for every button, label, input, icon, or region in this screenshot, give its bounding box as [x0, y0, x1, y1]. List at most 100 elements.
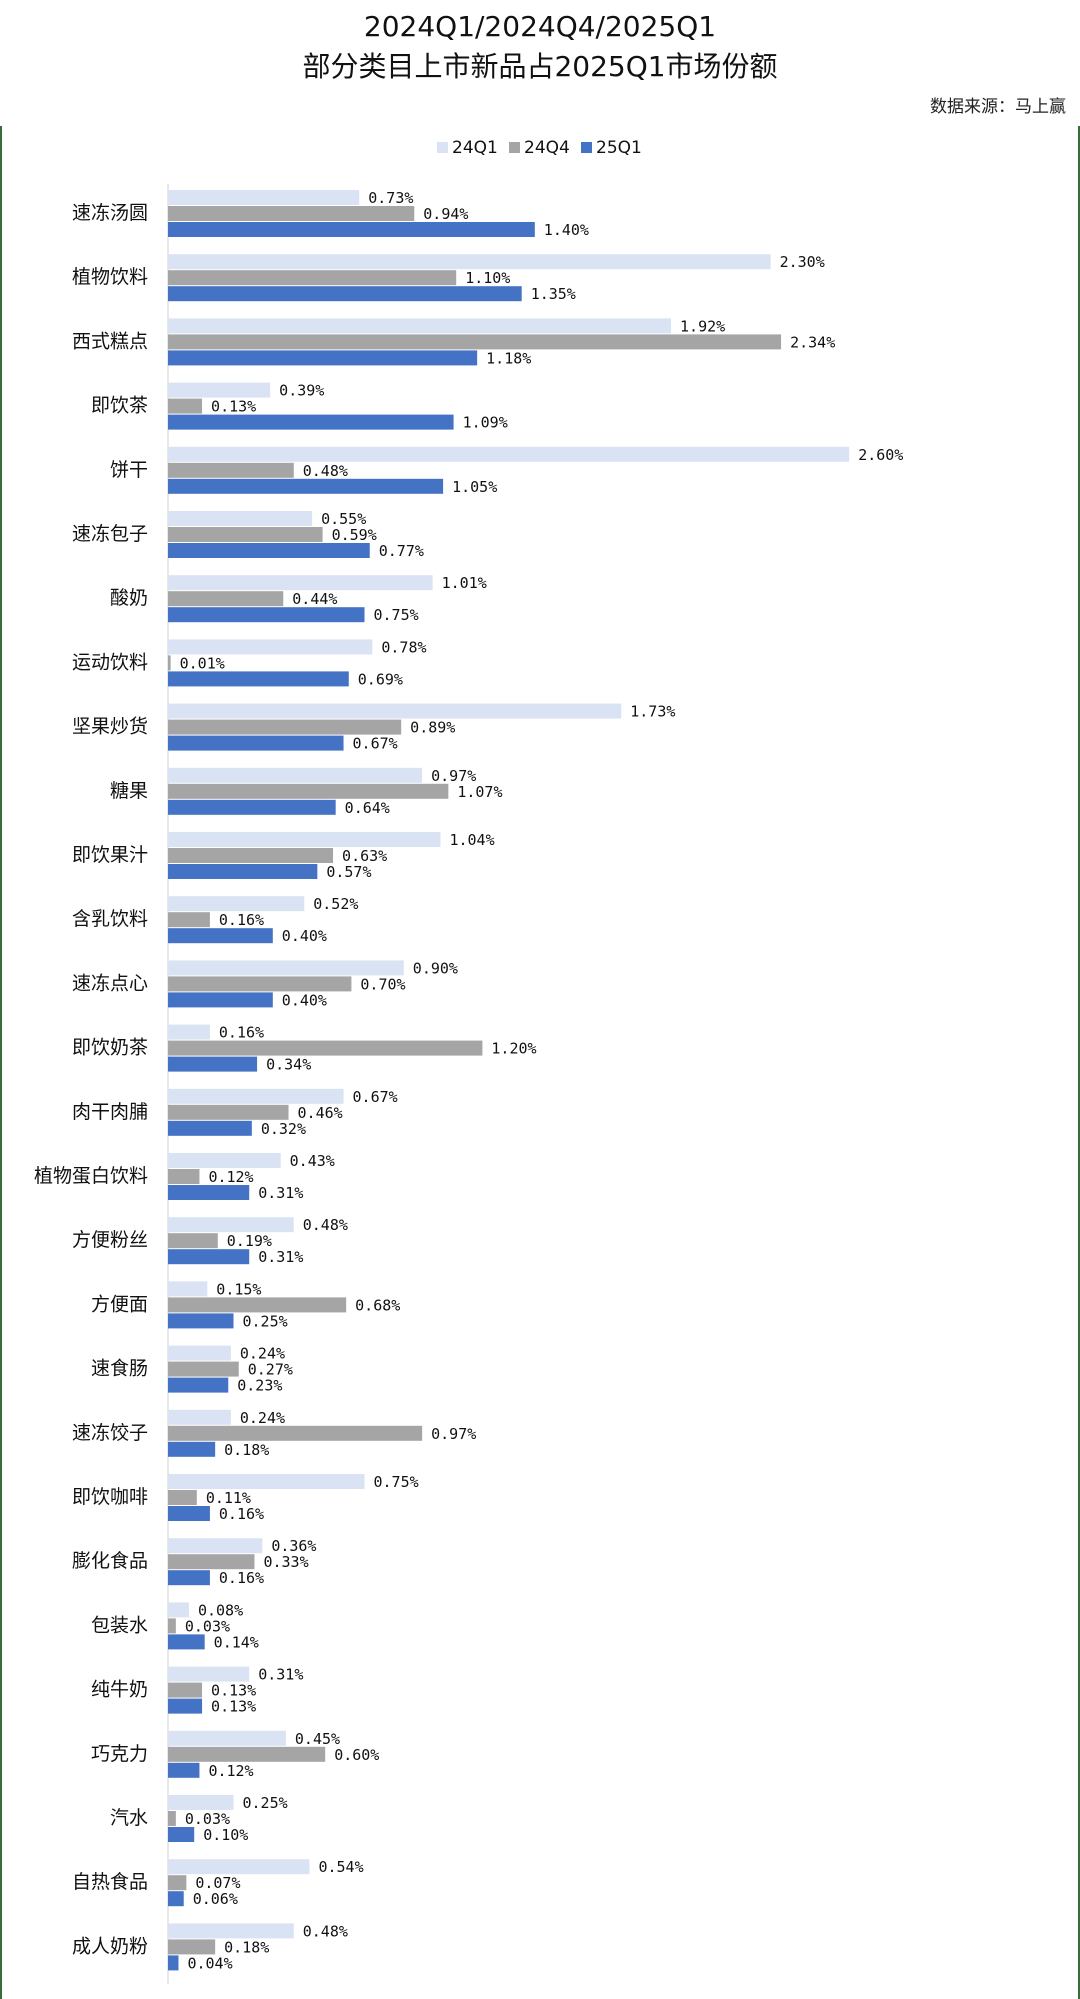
data-label-24Q1: 0.54%	[318, 1858, 363, 1876]
bar-24Q1	[168, 832, 441, 847]
bar-25Q1	[168, 1313, 234, 1329]
bar-24Q1	[168, 896, 305, 912]
bar-24Q4	[168, 976, 352, 992]
bar-25Q1	[168, 414, 454, 430]
bar-24Q4	[168, 1618, 176, 1634]
bar-24Q1	[168, 767, 423, 783]
category-label: 速食肠	[91, 1358, 148, 1380]
category-label: 即饮茶	[91, 395, 148, 417]
legend-label-25Q1: 25Q1	[596, 138, 642, 158]
data-label-24Q4: 0.13%	[211, 1682, 256, 1700]
data-label-24Q1: 1.73%	[630, 703, 675, 721]
data-label-25Q1: 0.16%	[219, 1505, 264, 1523]
bar-24Q1	[168, 1602, 189, 1618]
category-label: 速冻点心	[72, 972, 148, 994]
data-label-24Q4: 0.68%	[355, 1296, 400, 1314]
bar-25Q1	[168, 607, 365, 623]
category-label: 巧克力	[91, 1743, 148, 1765]
chart-title-line1: 2024Q1/2024Q4/2025Q1	[363, 10, 717, 43]
bar-24Q4	[168, 1682, 203, 1698]
data-label-24Q4: 0.01%	[180, 654, 225, 672]
data-label-24Q1: 0.15%	[216, 1280, 261, 1298]
data-label-25Q1: 0.69%	[358, 670, 403, 688]
bar-24Q1	[168, 1538, 263, 1554]
chart-frame	[0, 126, 1080, 1999]
data-label-24Q1: 0.16%	[219, 1024, 264, 1042]
data-label-25Q1: 0.14%	[214, 1633, 259, 1651]
bar-24Q4	[168, 527, 323, 542]
bar-24Q4	[168, 1233, 218, 1249]
data-label-24Q4: 0.46%	[298, 1104, 343, 1122]
bar-25Q1	[168, 543, 370, 558]
bar-24Q1	[168, 318, 672, 334]
category-label: 肉干肉脯	[72, 1101, 148, 1123]
data-label-25Q1: 0.10%	[203, 1826, 248, 1844]
legend-label-24Q1: 24Q1	[452, 138, 498, 158]
data-label-24Q4: 0.33%	[263, 1553, 308, 1571]
category-label: 即饮果汁	[72, 844, 148, 866]
data-label-24Q4: 2.34%	[790, 333, 835, 351]
bar-24Q4	[168, 1490, 197, 1505]
data-label-24Q1: 0.67%	[353, 1088, 398, 1106]
data-label-24Q4: 0.19%	[227, 1232, 272, 1250]
data-label-24Q4: 0.03%	[185, 1617, 230, 1635]
data-label-24Q4: 0.94%	[423, 205, 468, 223]
bar-24Q1	[168, 1730, 286, 1746]
bar-25Q1	[168, 286, 522, 302]
data-label-25Q1: 0.77%	[379, 542, 424, 560]
data-label-24Q1: 0.08%	[198, 1601, 243, 1619]
data-label-24Q4: 0.27%	[248, 1361, 293, 1379]
bar-24Q4	[168, 1746, 326, 1762]
data-label-24Q1: 0.31%	[258, 1666, 303, 1684]
data-label-24Q1: 0.36%	[271, 1537, 316, 1555]
data-label-24Q1: 0.97%	[431, 767, 476, 785]
data-label-24Q4: 0.12%	[208, 1168, 253, 1186]
bar-25Q1	[168, 1891, 184, 1907]
data-label-24Q1: 1.04%	[449, 831, 494, 849]
bar-24Q1	[168, 511, 313, 526]
category-label: 成人奶粉	[72, 1935, 148, 1957]
category-label: 含乳饮料	[72, 908, 148, 930]
bar-24Q4	[168, 912, 210, 928]
category-label: 植物蛋白饮料	[34, 1165, 148, 1187]
data-label-24Q1: 0.55%	[321, 510, 366, 528]
bar-25Q1	[168, 1377, 229, 1393]
bar-24Q4	[168, 783, 449, 799]
category-label: 速冻包子	[72, 523, 148, 545]
data-label-25Q1: 0.16%	[219, 1569, 264, 1587]
bar-25Q1	[168, 1762, 200, 1778]
bar-25Q1	[168, 350, 478, 366]
data-label-24Q1: 0.73%	[368, 189, 413, 207]
data-label-25Q1: 0.64%	[345, 799, 390, 817]
data-label-24Q1: 1.92%	[680, 317, 725, 335]
data-label-24Q4: 1.10%	[465, 269, 510, 287]
data-label-24Q4: 0.11%	[206, 1489, 251, 1507]
bar-24Q1	[168, 1474, 365, 1489]
data-label-24Q1: 0.48%	[303, 1922, 348, 1940]
legend-swatch-25Q1	[581, 142, 592, 153]
data-label-25Q1: 0.18%	[224, 1441, 269, 1459]
data-label-24Q4: 0.59%	[332, 526, 377, 544]
bar-24Q4	[168, 270, 457, 286]
category-label: 饼干	[110, 459, 148, 481]
data-label-25Q1: 0.12%	[208, 1762, 253, 1780]
data-label-24Q1: 0.25%	[243, 1794, 288, 1812]
legend-swatch-24Q4	[509, 142, 520, 153]
bar-24Q4	[168, 1425, 423, 1441]
data-label-25Q1: 0.23%	[237, 1377, 282, 1395]
bar-24Q1	[168, 575, 433, 591]
bar-24Q1	[168, 1923, 294, 1939]
category-label: 植物饮料	[72, 266, 148, 288]
data-label-25Q1: 0.13%	[211, 1698, 256, 1716]
data-label-25Q1: 1.40%	[544, 221, 589, 239]
data-label-25Q1: 0.25%	[243, 1312, 288, 1330]
category-label: 方便面	[91, 1293, 148, 1315]
bar-24Q1	[168, 1666, 250, 1682]
data-label-24Q4: 0.13%	[211, 398, 256, 416]
bar-24Q1	[168, 960, 404, 976]
category-label: 运动饮料	[72, 651, 148, 673]
data-label-25Q1: 0.31%	[258, 1184, 303, 1202]
legend-label-24Q4: 24Q4	[524, 138, 570, 158]
bar-25Q1	[168, 1056, 258, 1072]
data-label-24Q1: 0.90%	[413, 959, 458, 977]
